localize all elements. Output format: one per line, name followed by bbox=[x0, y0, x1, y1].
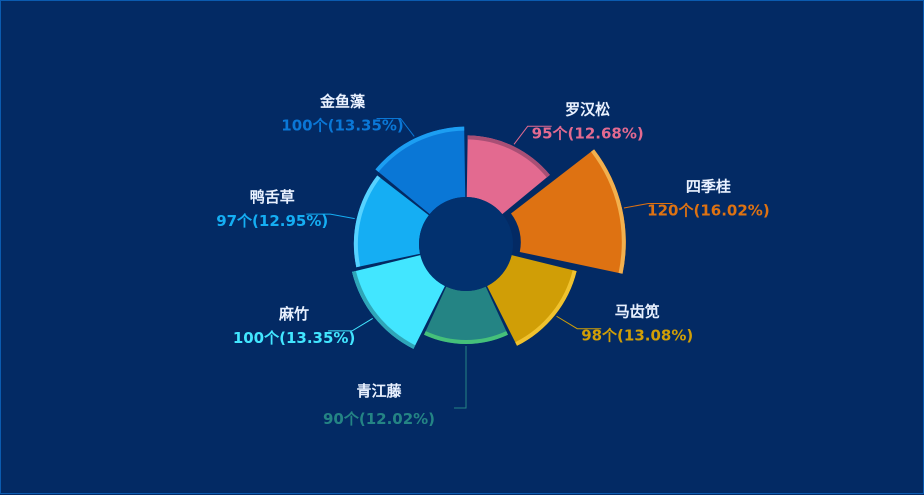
slice-name-label: 青江藤 bbox=[356, 382, 402, 400]
slice-edge bbox=[590, 149, 626, 274]
slice-edge bbox=[353, 175, 381, 268]
slice-3[interactable] bbox=[487, 255, 577, 346]
slice-name-label: 鸭舌草 bbox=[250, 188, 295, 206]
leader-line bbox=[454, 346, 467, 409]
slice-edge bbox=[424, 331, 508, 344]
slice-value-label: 97个(12.95%) bbox=[216, 212, 328, 230]
slice-value-label: 98个(13.08%) bbox=[581, 327, 693, 345]
slice-name-label: 马齿笕 bbox=[615, 303, 660, 321]
slice-5[interactable] bbox=[352, 255, 445, 349]
slice-2[interactable] bbox=[511, 149, 626, 274]
slice-edge bbox=[467, 135, 550, 178]
slice-body[interactable] bbox=[511, 149, 626, 274]
slice-value-label: 100个(13.35%) bbox=[233, 329, 356, 347]
slice-body[interactable] bbox=[352, 255, 445, 349]
leader-line bbox=[306, 213, 355, 220]
slice-value-label: 100个(13.35%) bbox=[281, 116, 404, 134]
slice-name-label: 罗汉松 bbox=[565, 100, 610, 118]
slice-6[interactable] bbox=[353, 175, 429, 268]
leader-line bbox=[328, 317, 373, 332]
slices-group: 罗汉松 95个(12.68%) 四季桂 120个(16.02%) 马齿笕 98个(13.0… bbox=[216, 92, 769, 428]
slice-4[interactable] bbox=[424, 286, 508, 344]
slice-value-label: 120个(16.02%) bbox=[647, 202, 770, 220]
slice-value-label: 95个(12.68%) bbox=[532, 124, 644, 142]
slice-body[interactable] bbox=[466, 135, 550, 215]
leader-line bbox=[623, 203, 673, 209]
slice-1[interactable] bbox=[466, 135, 550, 215]
slice-body[interactable] bbox=[424, 286, 508, 344]
leader-line bbox=[376, 117, 415, 137]
donut-hole bbox=[419, 197, 513, 291]
slice-name-label: 金鱼藻 bbox=[319, 92, 366, 110]
slice-body[interactable] bbox=[353, 175, 429, 268]
slice-value-label: 90个(12.02%) bbox=[323, 410, 435, 428]
slice-body[interactable] bbox=[487, 255, 577, 346]
leader-line bbox=[513, 125, 552, 145]
slice-name-label: 四季桂 bbox=[686, 178, 731, 196]
slice-name-label: 麻竹 bbox=[278, 305, 309, 323]
slice-7[interactable] bbox=[375, 126, 466, 215]
leader-line bbox=[556, 315, 602, 330]
